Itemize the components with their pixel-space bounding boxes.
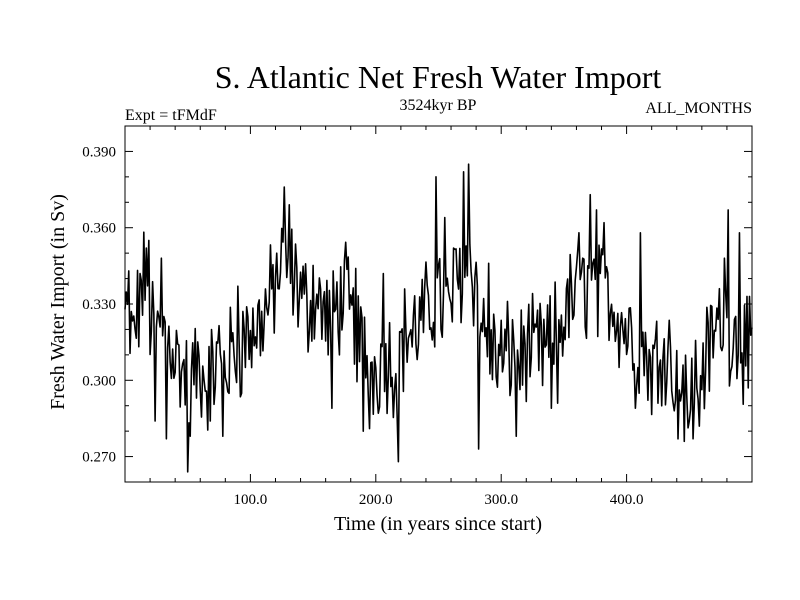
y-tick-label: 0.390 (82, 144, 116, 160)
y-axis-label: Fresh Water Import (in Sv) (47, 194, 69, 410)
axes: 100.0 200.0 300.0 400.0 0.270 0.300 0.330 0.360… (82, 125, 753, 508)
y-tick-label: 0.270 (82, 450, 116, 466)
months-label: ALL_MONTHS (645, 100, 752, 117)
x-tick-label: 400.0 (610, 492, 644, 508)
chart-title: S. Atlantic Net Fresh Water Import (215, 59, 662, 95)
x-axis-label: Time (in years since start) (334, 513, 542, 535)
experiment-label: Expt = tFMdF (125, 107, 217, 124)
period-label: 3524kyr BP (400, 97, 477, 114)
plot-frame (124, 125, 753, 483)
x-tick-label: 200.0 (359, 492, 393, 508)
x-tick-label: 300.0 (484, 492, 518, 508)
y-tick-label: 0.360 (82, 221, 116, 237)
series-line-fresh-water-import (124, 163, 753, 473)
x-tick-label: 100.0 (234, 492, 268, 508)
y-tick-label: 0.330 (82, 297, 116, 313)
y-tick-label: 0.300 (82, 373, 116, 389)
plot-area (124, 163, 753, 473)
